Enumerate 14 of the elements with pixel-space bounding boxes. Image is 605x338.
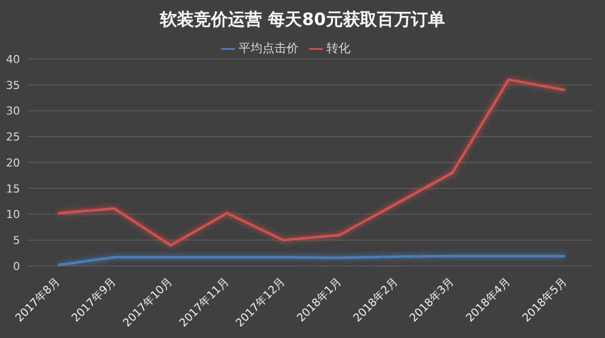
y-tick-label: 20 bbox=[6, 156, 20, 170]
y-tick-label: 0 bbox=[13, 260, 20, 273]
line-series bbox=[56, 254, 566, 266]
chart-title: 软装竞价运营 每天80元获取百万订单 bbox=[158, 9, 446, 31]
line-series bbox=[56, 78, 566, 247]
y-tick-label: 5 bbox=[13, 234, 20, 248]
y-tick-label: 30 bbox=[6, 104, 20, 118]
y-tick-label: 25 bbox=[6, 130, 20, 144]
legend-label: 转化 bbox=[326, 41, 350, 55]
y-tick-label: 35 bbox=[6, 78, 20, 92]
y-tick-label: 40 bbox=[6, 52, 20, 66]
legend-label: 平均点击价 bbox=[238, 41, 298, 55]
y-tick-label: 15 bbox=[6, 182, 20, 196]
y-tick-label: 10 bbox=[6, 208, 20, 222]
